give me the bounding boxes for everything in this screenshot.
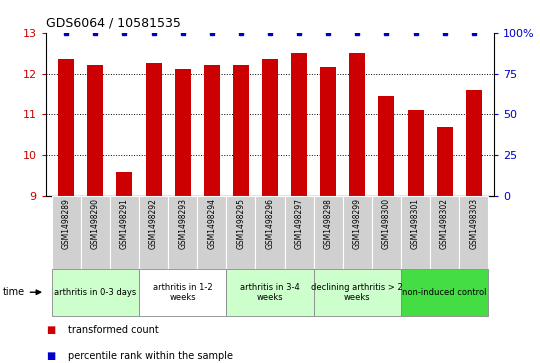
Text: GSM1498296: GSM1498296 <box>266 198 274 249</box>
Bar <box>262 59 278 196</box>
Text: GSM1498293: GSM1498293 <box>178 198 187 249</box>
Bar <box>226 196 255 269</box>
Bar <box>372 196 401 269</box>
Text: GSM1498301: GSM1498301 <box>411 198 420 249</box>
Bar <box>87 65 103 196</box>
Text: arthritis in 3-4
weeks: arthritis in 3-4 weeks <box>240 282 300 302</box>
Bar <box>379 96 394 196</box>
Text: declining arthritis > 2
weeks: declining arthritis > 2 weeks <box>312 282 403 302</box>
Bar <box>314 269 401 316</box>
Bar <box>233 65 249 196</box>
Bar <box>110 196 139 269</box>
Bar <box>58 59 75 196</box>
Bar <box>459 196 488 269</box>
Bar <box>139 196 168 269</box>
Bar <box>139 269 226 316</box>
Text: time: time <box>3 287 25 297</box>
Text: GSM1498291: GSM1498291 <box>120 198 129 249</box>
Bar <box>174 69 191 196</box>
Text: GSM1498302: GSM1498302 <box>440 198 449 249</box>
Bar <box>349 53 366 196</box>
Text: GSM1498292: GSM1498292 <box>149 198 158 249</box>
Text: transformed count: transformed count <box>68 325 158 335</box>
Text: ■: ■ <box>46 351 55 361</box>
Text: ■: ■ <box>46 325 55 335</box>
Text: arthritis in 1-2
weeks: arthritis in 1-2 weeks <box>153 282 213 302</box>
Bar <box>52 196 81 269</box>
Bar <box>343 196 372 269</box>
Text: GSM1498295: GSM1498295 <box>237 198 245 249</box>
Text: GSM1498303: GSM1498303 <box>469 198 478 249</box>
Text: percentile rank within the sample: percentile rank within the sample <box>68 351 233 361</box>
Bar <box>52 269 139 316</box>
Bar <box>291 53 307 196</box>
Text: GSM1498298: GSM1498298 <box>323 198 333 249</box>
Bar <box>146 63 161 196</box>
Bar <box>430 196 459 269</box>
Text: GSM1498299: GSM1498299 <box>353 198 362 249</box>
Text: GDS6064 / 10581535: GDS6064 / 10581535 <box>46 16 181 29</box>
Bar <box>314 196 343 269</box>
Text: GSM1498289: GSM1498289 <box>62 198 71 249</box>
Text: non-induced control: non-induced control <box>402 288 487 297</box>
Bar <box>204 65 220 196</box>
Bar <box>437 127 453 196</box>
Bar <box>408 110 423 196</box>
Bar <box>117 172 132 196</box>
Text: GSM1498290: GSM1498290 <box>91 198 100 249</box>
Bar <box>226 269 314 316</box>
Bar <box>401 196 430 269</box>
Bar <box>465 90 482 196</box>
Bar <box>401 269 488 316</box>
Bar <box>255 196 285 269</box>
Bar <box>285 196 314 269</box>
Bar <box>197 196 226 269</box>
Bar <box>81 196 110 269</box>
Text: GSM1498300: GSM1498300 <box>382 198 391 249</box>
Bar <box>168 196 197 269</box>
Text: arthritis in 0-3 days: arthritis in 0-3 days <box>54 288 137 297</box>
Text: GSM1498297: GSM1498297 <box>295 198 303 249</box>
Bar <box>320 68 336 196</box>
Text: GSM1498294: GSM1498294 <box>207 198 217 249</box>
